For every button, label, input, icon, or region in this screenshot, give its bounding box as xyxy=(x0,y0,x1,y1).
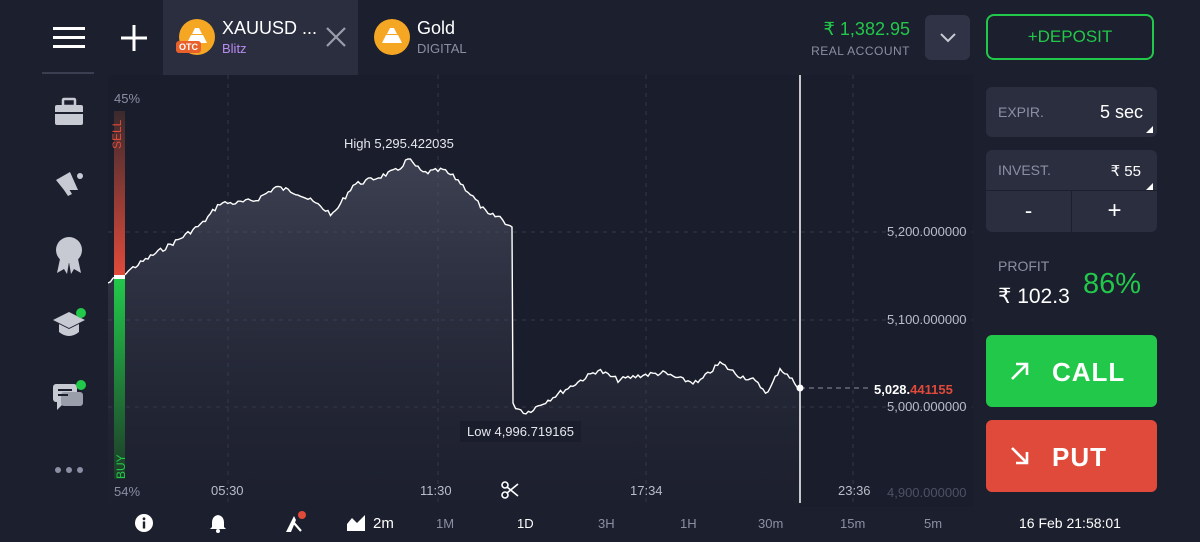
current-price-dot xyxy=(796,384,804,392)
timeframe-1h[interactable]: 1H xyxy=(680,516,697,531)
chart-period[interactable]: 2m xyxy=(373,515,394,532)
price-axis-label: 5,100.000000 xyxy=(887,312,967,327)
time-axis-label: 17:34 xyxy=(630,483,663,498)
decrease-invest-button[interactable]: - xyxy=(1024,198,1033,223)
tab-symbol: Gold xyxy=(417,18,456,38)
timeframe-5m[interactable]: 5m xyxy=(924,516,943,531)
portfolio-icon[interactable] xyxy=(30,92,108,132)
price-axis-label: 4,900.000000 xyxy=(887,485,967,500)
arrow-down-right-icon xyxy=(1011,447,1029,465)
price-axis-label: 5,200.000000 xyxy=(887,224,967,239)
time-axis-label: 05:30 xyxy=(211,483,244,498)
bell-icon[interactable] xyxy=(209,513,227,538)
add-asset-icon[interactable] xyxy=(120,24,148,57)
timeframe-30m[interactable]: 30m xyxy=(758,516,784,531)
expiry-field[interactable]: EXPIR. 5 sec xyxy=(986,87,1157,137)
left-sidebar xyxy=(30,0,108,542)
expand-corner-icon xyxy=(1146,126,1153,133)
achievements-icon[interactable] xyxy=(30,233,108,277)
menu-icon[interactable] xyxy=(30,18,108,58)
buy-label: BUY xyxy=(114,454,128,479)
call-button[interactable]: CALL xyxy=(986,335,1157,407)
sell-percent: 45% xyxy=(114,91,141,106)
expiry-value: 5 sec xyxy=(1099,102,1143,122)
close-tab-icon[interactable] xyxy=(325,26,347,53)
tab-sub: DIGITAL xyxy=(417,41,467,56)
promo-megaphone-icon[interactable] xyxy=(30,162,108,202)
invest-value: ₹ 55 xyxy=(1110,163,1141,180)
tab-xauusd-otc[interactable]: OTC XAUUSD ... Blitz xyxy=(163,0,358,75)
timeframe-3h[interactable]: 3H xyxy=(598,516,615,531)
profit-percent: 86% xyxy=(1083,268,1142,300)
expand-corner-icon xyxy=(1146,183,1153,190)
tab-gold-digital[interactable]: Gold DIGITAL xyxy=(358,0,518,75)
chat-notification-dot xyxy=(76,380,86,390)
tab-symbol: XAUUSD ... xyxy=(222,18,318,38)
bottom-toolbar: 2m 1M 1D 3H 1H 30m 15m 5m xyxy=(108,507,973,542)
deposit-button[interactable]: +DEPOSIT xyxy=(986,14,1154,60)
profit-value: ₹ 102.3 xyxy=(998,285,1070,308)
datetime: 16 Feb 21:58:01 xyxy=(1019,515,1121,531)
top-bar: OTC XAUUSD ... Blitz Gold DIGITAL ₹ 1,38… xyxy=(108,0,1200,75)
investment-field[interactable]: INVEST. ₹ 55 - + xyxy=(986,150,1157,232)
chart-canvas xyxy=(108,75,973,507)
education-notification-dot xyxy=(76,308,86,318)
chevron-down-icon xyxy=(939,32,956,42)
buy-sentiment-bar xyxy=(114,279,125,479)
sell-label: SELL xyxy=(110,119,124,149)
low-label: Low 4,996.719165 xyxy=(460,421,581,442)
gold-coin-icon xyxy=(374,19,410,55)
put-button[interactable]: PUT xyxy=(986,420,1157,492)
trade-panel: EXPIR. 5 sec INVEST. ₹ 55 - + PROFIT ₹ 1… xyxy=(973,75,1200,542)
more-icon[interactable] xyxy=(30,458,108,482)
account-balance[interactable]: ₹ 1,382.95 xyxy=(823,19,910,39)
expiry-label: EXPIR. xyxy=(998,104,1044,120)
price-chart[interactable]: 45% 54% SELL BUY High 5,295.422035 Low 4… xyxy=(108,75,973,507)
high-label: High 5,295.422035 xyxy=(337,133,461,154)
account-dropdown-button[interactable] xyxy=(925,15,970,60)
time-axis-label: 11:30 xyxy=(420,483,452,498)
chart-type-icon[interactable] xyxy=(346,514,366,537)
price-line xyxy=(108,158,801,415)
increase-invest-button[interactable]: + xyxy=(1107,197,1122,224)
sentiment-divider xyxy=(114,275,125,279)
time-axis-label: 23:36 xyxy=(838,483,871,498)
arrow-up-right-icon xyxy=(1011,362,1029,380)
support-chat-icon[interactable] xyxy=(30,377,108,417)
education-icon[interactable] xyxy=(30,305,108,345)
sidebar-divider xyxy=(42,72,94,74)
invest-label: INVEST. xyxy=(998,162,1051,178)
timeframe-15m[interactable]: 15m xyxy=(840,516,866,531)
buy-percent: 54% xyxy=(114,484,141,499)
put-label: PUT xyxy=(1052,442,1107,472)
gold-coin-icon: OTC xyxy=(176,19,215,55)
current-price-label: 5,028.441155 xyxy=(874,382,953,397)
price-axis-label: 5,000.000000 xyxy=(887,399,967,414)
timeframe-1d[interactable]: 1D xyxy=(517,516,534,531)
sell-sentiment-bar xyxy=(114,111,125,275)
profit-label: PROFIT xyxy=(998,258,1050,274)
call-label: CALL xyxy=(1052,357,1126,387)
otc-badge: OTC xyxy=(176,41,201,53)
info-icon[interactable] xyxy=(135,514,153,537)
price-area xyxy=(108,159,800,507)
tab-sub: Blitz xyxy=(222,41,247,56)
account-type: REAL ACCOUNT xyxy=(811,44,910,58)
timeframe-1m[interactable]: 1M xyxy=(436,516,455,531)
drawing-tools-icon[interactable] xyxy=(283,511,307,540)
